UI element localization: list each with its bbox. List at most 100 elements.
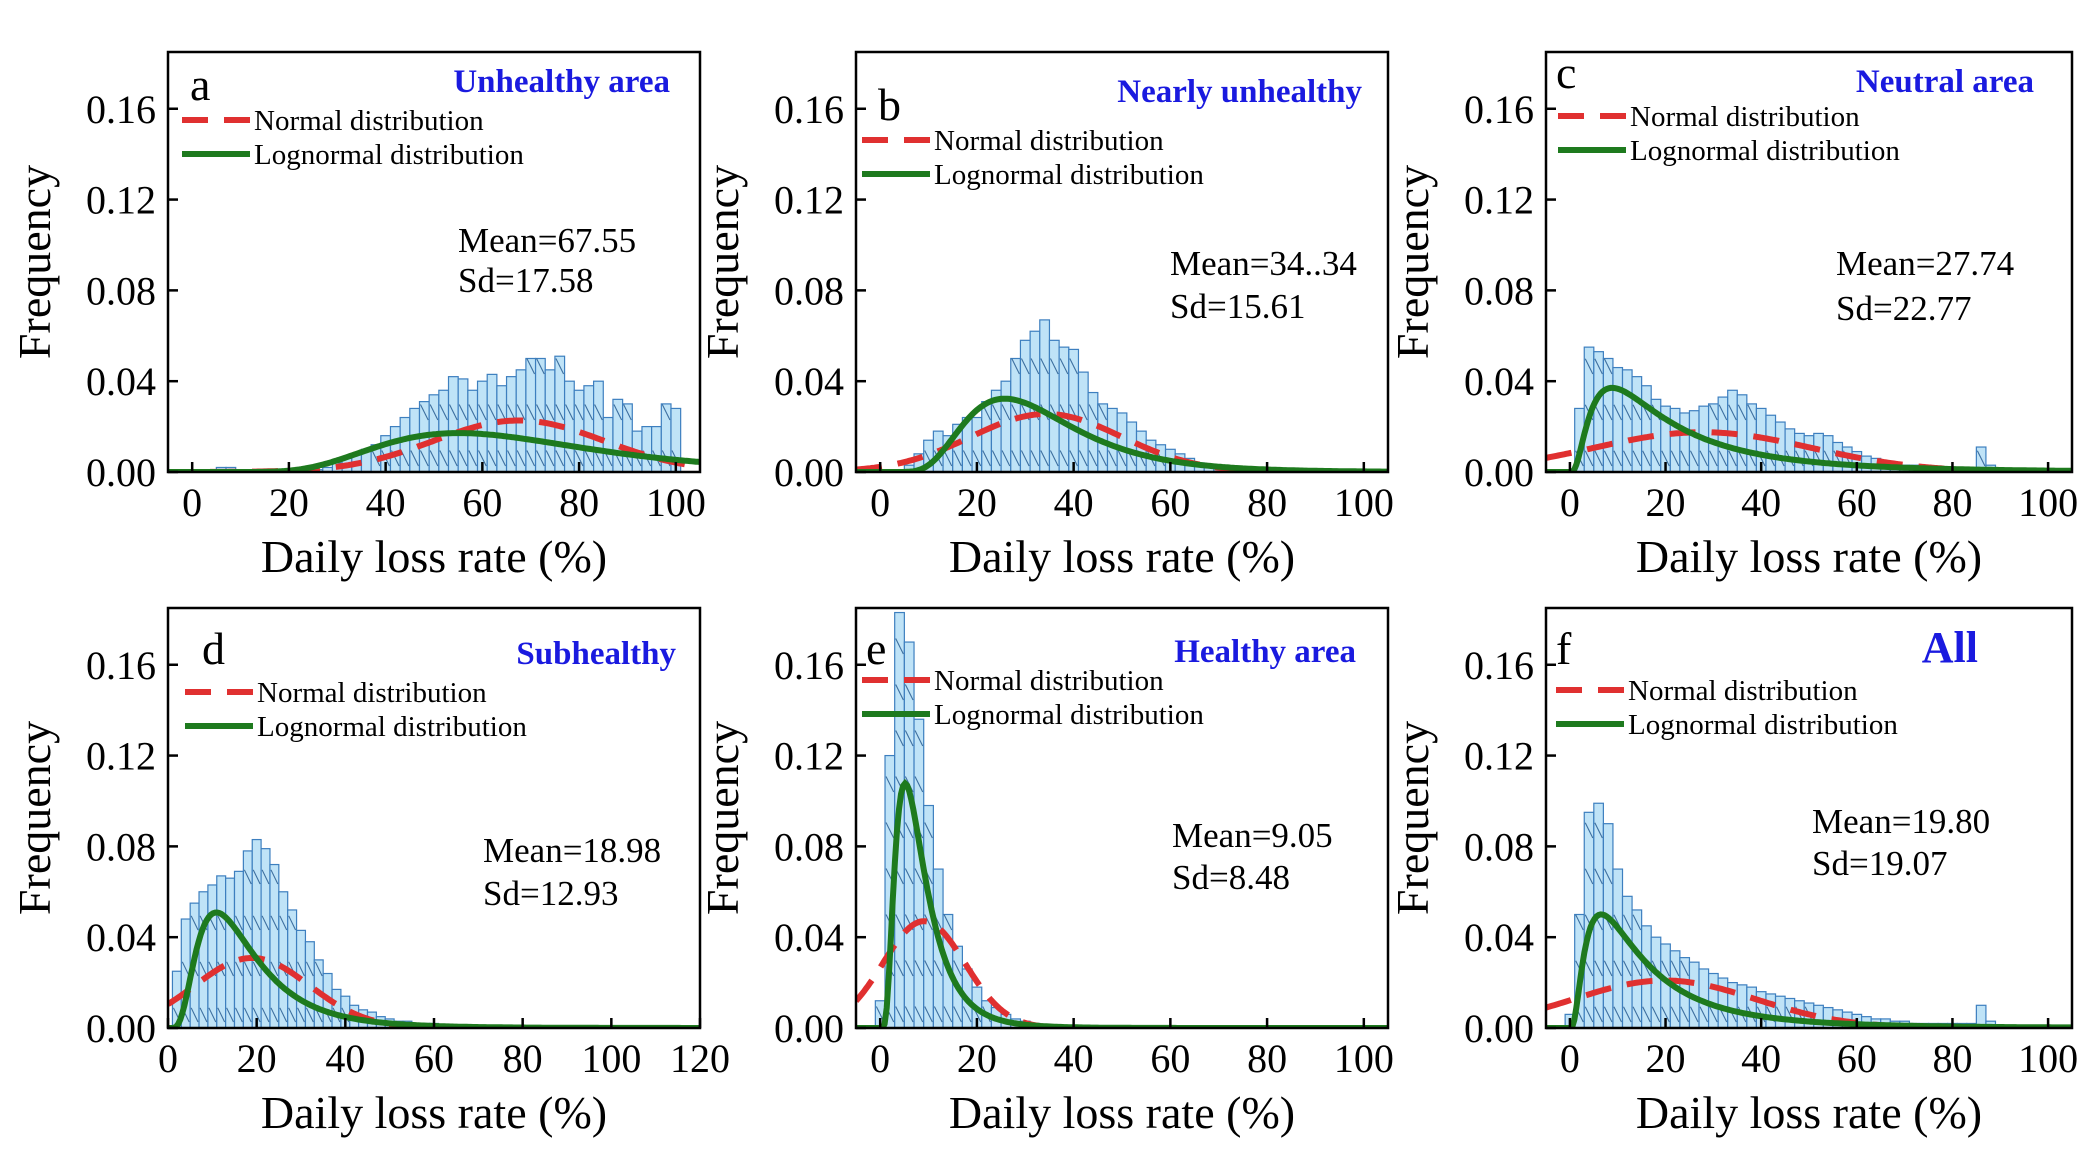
legend-lognormal-label: Lognormal distribution <box>1628 709 1898 741</box>
x-tick-label: 100 <box>1334 1036 1394 1081</box>
x-tick-label: 20 <box>237 1036 277 1081</box>
bar-hatch <box>226 961 234 977</box>
bar-hatch <box>1699 1006 1709 1023</box>
bar-hatch <box>1098 404 1107 421</box>
bar-hatch <box>895 960 904 977</box>
x-tick-label: 40 <box>1741 480 1781 525</box>
mean-annotation: Mean=18.98 <box>483 831 661 870</box>
histogram-bar <box>260 848 271 1028</box>
bar-hatch <box>904 730 914 747</box>
bar-hatch <box>270 961 279 977</box>
region-title: All <box>1922 623 1978 672</box>
x-tick-label: 60 <box>1837 1036 1877 1081</box>
x-tick-label: 0 <box>870 1036 890 1081</box>
x-tick-label: 0 <box>870 480 890 525</box>
y-axis-title: Frequency <box>697 721 748 915</box>
mean-annotation: Mean=67.55 <box>458 221 636 260</box>
x-tick-label: 60 <box>462 480 502 525</box>
bar-hatch <box>536 450 545 467</box>
plot-frame <box>854 606 1390 1030</box>
y-tick-label: 0.00 <box>1464 450 1534 495</box>
bar-hatch <box>487 450 497 467</box>
y-tick-label: 0.08 <box>1464 268 1534 313</box>
panel-letter: f <box>1556 623 1572 674</box>
plot-area <box>168 355 700 472</box>
bar-hatch <box>904 960 914 977</box>
bar-hatch <box>1049 450 1059 467</box>
bar-hatch <box>904 822 914 839</box>
bar-hatch <box>297 1007 305 1023</box>
bar-hatch <box>1594 450 1603 467</box>
bar-hatch <box>497 450 507 467</box>
bar-hatch <box>1584 1006 1594 1023</box>
bar-hatch <box>507 450 516 467</box>
sd-annotation: Sd=17.58 <box>458 261 593 300</box>
y-tick-label: 0.16 <box>86 87 156 132</box>
bar-hatch <box>429 450 439 467</box>
bar-hatch <box>235 961 243 977</box>
panel-a: 0.00 0.04 0.08 0.12 0.16 0 20 40 60 80 100 Daily lo… <box>9 50 706 582</box>
y-tick-label: 0.12 <box>1464 178 1534 223</box>
histogram-bar <box>216 875 227 1028</box>
y-axis-title: Frequency <box>9 721 60 915</box>
x-tick-label: 20 <box>957 480 997 525</box>
x-tick-label: 80 <box>1932 1036 1972 1081</box>
y-tick-label: 0.16 <box>1464 87 1534 132</box>
bar-hatch <box>1661 450 1670 467</box>
y-tick-label: 0.04 <box>86 359 156 404</box>
bar-hatch <box>1069 450 1078 467</box>
bar-hatch <box>1040 358 1049 375</box>
bar-hatch <box>1594 960 1603 977</box>
bar-hatch <box>190 915 199 931</box>
x-tick-label: 40 <box>1741 1036 1781 1081</box>
sd-annotation: Sd=19.07 <box>1812 844 1947 883</box>
legend-lognormal-label: Lognormal distribution <box>257 711 527 743</box>
legend-normal-label: Normal distribution <box>257 677 487 709</box>
y-tick-label: 0.00 <box>774 1006 844 1051</box>
x-tick-label: 0 <box>158 1036 178 1081</box>
x-tick-label: 20 <box>957 1036 997 1081</box>
y-tick-label: 0.00 <box>86 450 156 495</box>
bar-hatch <box>439 404 449 421</box>
bar-hatch <box>661 404 671 421</box>
y-tick-label: 0.04 <box>774 915 844 960</box>
x-tick-label: 100 <box>2018 480 2078 525</box>
legend-lognormal-label: Lognormal distribution <box>254 139 524 171</box>
panel-letter: b <box>878 79 901 130</box>
histogram-bar <box>1602 357 1614 472</box>
x-tick-label: 120 <box>670 1036 730 1081</box>
plot-area <box>1546 802 2072 1028</box>
histogram-bar <box>1116 412 1128 472</box>
bar-hatch <box>1594 822 1603 839</box>
bar-hatch <box>261 915 270 931</box>
bar-hatch <box>1603 404 1613 421</box>
bar-hatch <box>1059 358 1069 375</box>
histogram-bar <box>1641 925 1652 1028</box>
x-tick-label: 20 <box>1646 480 1686 525</box>
bar-hatch <box>208 1007 217 1023</box>
bar-hatch <box>1594 358 1603 375</box>
histogram-bar <box>1602 823 1614 1028</box>
panel-letter: c <box>1556 47 1576 98</box>
histogram-bar <box>1106 407 1118 472</box>
bar-hatch <box>288 1007 297 1023</box>
bar-hatch <box>1623 960 1632 977</box>
histogram-bar <box>1621 369 1633 472</box>
x-tick-label: 40 <box>325 1036 365 1081</box>
bar-hatch <box>1011 358 1020 375</box>
histogram-bar <box>602 416 614 472</box>
y-tick-label: 0.12 <box>86 734 156 779</box>
panel-e: 0.00 0.04 0.08 0.12 0.16 0 20 40 60 80 100 Daily lo… <box>697 606 1394 1138</box>
bar-hatch <box>1661 960 1670 977</box>
region-title: Neutral area <box>1856 64 2034 100</box>
bar-hatch <box>1059 450 1069 467</box>
bar-hatch <box>895 684 904 701</box>
bar-hatch <box>1584 868 1594 885</box>
bar-hatch <box>1623 1006 1632 1023</box>
y-axis-title: Frequency <box>1387 721 1438 915</box>
bar-hatch <box>217 915 226 931</box>
panel-d: 0.00 0.04 0.08 0.12 0.16 0 20 40 60 80 100 120 Daily… <box>9 606 730 1138</box>
bar-hatch <box>904 684 914 701</box>
bar-hatch <box>1584 358 1594 375</box>
y-tick-label: 0.04 <box>774 359 844 404</box>
